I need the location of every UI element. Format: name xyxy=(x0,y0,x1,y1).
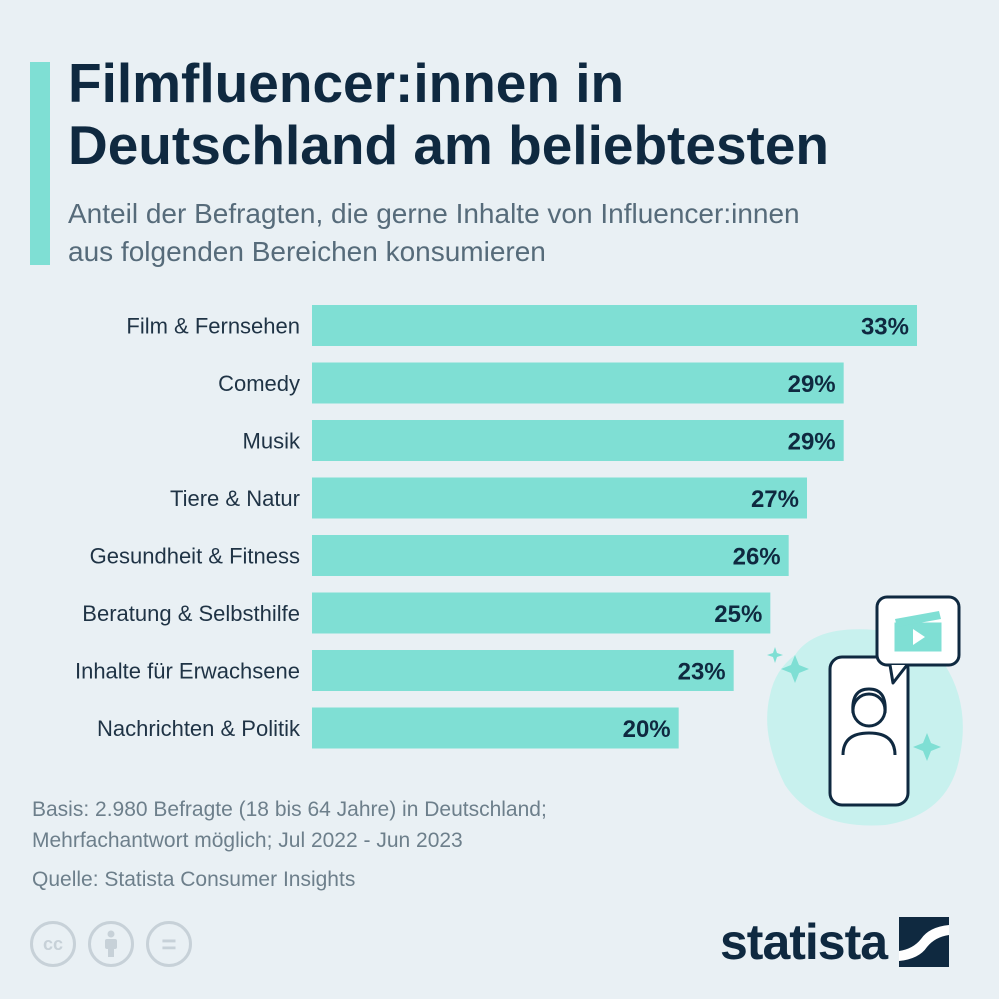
footnote: Basis: 2.980 Befragte (18 bis 64 Jahre) … xyxy=(32,794,712,895)
category-label: Musik xyxy=(243,429,301,454)
source-note: Quelle: Statista Consumer Insights xyxy=(32,868,356,891)
phone-icon xyxy=(828,655,910,807)
statista-logo-icon xyxy=(899,917,950,967)
statista-logo[interactable]: statista xyxy=(720,912,950,972)
attribution-icon[interactable] xyxy=(88,921,134,967)
license-icons: cc = xyxy=(30,921,192,971)
value-label: 25% xyxy=(714,601,762,628)
value-label: 27% xyxy=(751,486,799,513)
no-derivatives-icon[interactable]: = xyxy=(146,921,192,967)
bar xyxy=(312,420,844,461)
creative-commons-icon[interactable]: cc xyxy=(30,921,76,967)
value-label: 20% xyxy=(623,716,671,743)
category-label: Comedy xyxy=(218,371,300,396)
sparkle-icon xyxy=(767,647,783,663)
bar xyxy=(312,362,844,404)
value-label: 33% xyxy=(861,314,909,341)
brand-name: statista xyxy=(720,914,888,970)
chart-subtitle: Anteil der Befragten, die gerne Inhalte … xyxy=(68,198,800,267)
basis-note: Basis: 2.980 Befragte (18 bis 64 Jahre) … xyxy=(32,798,547,852)
sparkle-icon xyxy=(781,655,809,683)
category-label: Beratung & Selbsthilfe xyxy=(82,601,300,626)
bar xyxy=(312,707,679,749)
influencer-phone-illustration xyxy=(767,595,963,826)
value-label: 29% xyxy=(788,429,836,456)
accent-bar xyxy=(30,62,50,265)
bar xyxy=(312,305,917,346)
bar-chart: Film & Fernsehen 33% Comedy 29% Musik 29% Tier… xyxy=(75,305,917,749)
bar xyxy=(312,592,771,634)
value-label: 23% xyxy=(678,659,726,686)
bar xyxy=(312,650,734,691)
category-label: Nachrichten & Politik xyxy=(97,716,301,741)
category-label: Tiere & Natur xyxy=(170,486,300,511)
person-body-icon xyxy=(841,731,897,756)
sparkle-icon xyxy=(913,733,941,761)
person-hair-icon xyxy=(851,687,887,714)
category-label: Gesundheit & Fitness xyxy=(90,544,300,569)
bar xyxy=(312,535,789,576)
category-label: Film & Fernsehen xyxy=(126,314,300,339)
chart-title: Filmfluencer:innen in Deutschland am bel… xyxy=(68,52,830,176)
bar xyxy=(312,477,807,519)
value-label: 26% xyxy=(733,544,781,571)
category-label: Inhalte für Erwachsene xyxy=(75,659,300,684)
value-label: 29% xyxy=(788,371,836,398)
